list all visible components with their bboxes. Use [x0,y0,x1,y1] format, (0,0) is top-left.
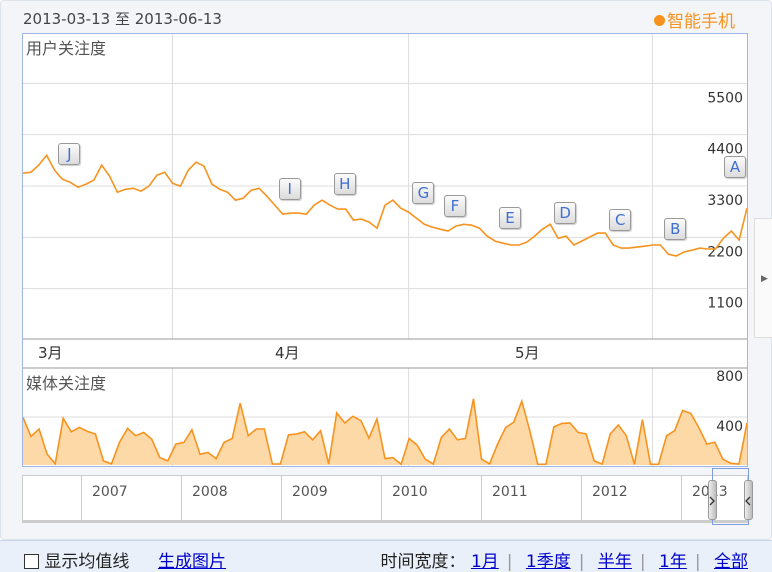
y-tick-label: 800 [716,369,743,385]
option-1-year[interactable]: 1年 [659,552,687,572]
time-width-options: 时间宽度： 1月 | 1季度 | 半年 | 1年 | 全部 [380,552,748,572]
chart-title-user: 用户关注度 [26,39,106,58]
x-tick-label: 3月 [38,344,63,362]
y-tick-label: 5500 [707,90,743,106]
range-end: 2013-06-13 [134,10,222,28]
x-tick-label: 5月 [515,344,540,362]
x-tick-label: 4月 [275,344,300,362]
y-tick-label: 1100 [707,296,743,312]
checkbox[interactable] [24,554,39,569]
media-attention-line [22,398,748,466]
event-marker-d[interactable]: D [554,202,577,225]
timeline-year[interactable]: 2012 [581,476,681,521]
option-1-month[interactable]: 1月 [470,552,499,572]
timeline-year[interactable]: 2010 [381,476,481,521]
footer-bar: 显示均值线 生成图片 时间宽度： 1月 | 1季度 | 半年 | 1年 | 全部 [0,540,772,572]
chevron-right-icon [709,496,715,506]
timeline-year[interactable]: 2008 [181,476,281,521]
legend-dot-icon [654,15,665,26]
y-tick-label: 3300 [707,193,743,209]
event-marker-e[interactable]: E [499,207,522,230]
range-start: 2013-03-13 [23,10,111,28]
event-marker-i[interactable]: I [278,178,301,201]
user-attention-line [22,153,748,257]
option-1-quarter[interactable]: 1季度 [525,552,571,572]
charts-svg: 5500 4400 3300 2200 1100 用户关注度 3月 4月 5月 800 400 媒体关… [22,34,748,466]
chart-title-media: 媒体关注度 [26,374,106,393]
event-marker-c[interactable]: C [609,209,632,232]
y-tick-label: 4400 [707,142,743,158]
plot-area: 5500 4400 3300 2200 1100 用户关注度 3月 4月 5月 800 400 媒体关… [22,33,748,467]
event-marker-b[interactable]: B [664,218,687,241]
side-panel-toggle[interactable]: ▶ [754,218,772,338]
option-half-year[interactable]: 半年 [597,552,632,572]
timeline-year[interactable]: 2011 [481,476,581,521]
event-marker-g[interactable]: G [412,182,435,205]
date-range: 2013-03-13 至 2013-06-13 [23,8,222,29]
arrow-right-icon: ▶ [761,274,768,284]
event-marker-h[interactable]: H [333,173,356,196]
timeline-right-handle[interactable] [744,480,753,520]
legend-item[interactable]: 智能手机 [654,7,735,32]
generate-image-link[interactable]: 生成图片 [158,552,226,572]
y-tick-label: 400 [716,419,743,435]
timeline-left-handle[interactable] [708,480,717,520]
timeline-year[interactable]: 2007 [81,476,181,521]
event-marker-f[interactable]: F [443,195,466,218]
timeline-navigator[interactable]: 2007200820092010201120122013 [22,475,748,523]
event-marker-j[interactable]: J [58,143,81,166]
media-attention-area [23,398,747,465]
y-tick-label: 2200 [707,244,743,260]
show-average-toggle[interactable]: 显示均值线 [24,547,129,572]
time-width-label: 时间宽度： [380,552,466,572]
event-marker-a[interactable]: A [724,156,746,179]
timeline-year[interactable]: 2009 [281,476,381,521]
range-separator: 至 [114,10,130,28]
legend-label: 智能手机 [667,12,735,32]
chevron-left-icon [745,496,751,506]
show-average-label: 显示均值线 [44,552,130,572]
option-all[interactable]: 全部 [714,552,748,572]
